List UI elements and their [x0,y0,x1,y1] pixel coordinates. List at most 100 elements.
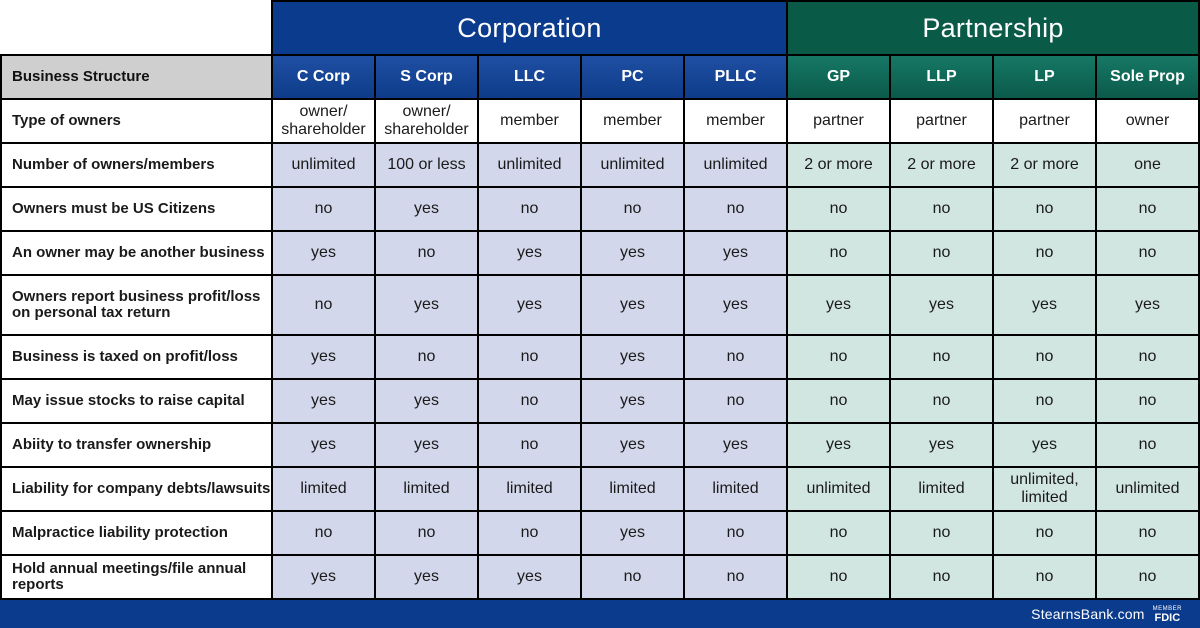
table-cell: yes [788,424,891,468]
table-cell: no [479,512,582,556]
row-label: Type of owners [0,100,273,144]
row-label: Business is taxed on profit/loss [0,336,273,380]
column-header-sole-prop: Sole Prop [1097,56,1200,100]
table-cell: yes [582,424,685,468]
table-cell: no [273,512,376,556]
table-cell: no [891,336,994,380]
table-cell: no [891,188,994,232]
table-cell: limited [582,468,685,512]
table-cell: yes [376,276,479,336]
table-cell: no [1097,424,1200,468]
table-cell: yes [479,232,582,276]
table-cell: yes [994,424,1097,468]
table-cell: no [994,380,1097,424]
table-cell: no [994,336,1097,380]
table-cell: no [479,336,582,380]
table-cell: yes [376,424,479,468]
table-cell: owner [1097,100,1200,144]
table-cell: yes [273,556,376,600]
table-cell: member [479,100,582,144]
table-cell: owner/ shareholder [273,100,376,144]
fdic-member-text: MEMBER [1152,605,1182,612]
row-label: May issue stocks to raise capital [0,380,273,424]
table-cell: unlimited [479,144,582,188]
row-label: Owners report business profit/loss on pe… [0,276,273,336]
table-cell: yes [273,336,376,380]
table-cell: no [582,556,685,600]
table-cell: yes [582,512,685,556]
column-header-s-corp: S Corp [376,56,479,100]
table-cell: partner [994,100,1097,144]
table-cell: member [582,100,685,144]
table-cell: 2 or more [994,144,1097,188]
table-cell: 100 or less [376,144,479,188]
table-cell: no [685,556,788,600]
table-cell: no [1097,556,1200,600]
column-header-pc: PC [582,56,685,100]
table-cell: no [685,336,788,380]
business-structure-header: Business Structure [0,56,273,100]
table-cell: no [994,556,1097,600]
table-cell: yes [376,380,479,424]
table-cell: no [788,380,891,424]
table-cell: partner [788,100,891,144]
table-cell: no [479,380,582,424]
row-label: Abiity to transfer ownership [0,424,273,468]
table-cell: no [1097,512,1200,556]
footer-bar: StearnsBank.com MEMBER FDIC [0,600,1200,628]
table-cell: yes [891,276,994,336]
table-cell: limited [891,468,994,512]
corporation-group-header: Corporation [273,0,788,56]
table-corner [0,0,273,56]
table-cell: yes [582,276,685,336]
table-cell: unlimited [685,144,788,188]
column-header-c-corp: C Corp [273,56,376,100]
table-cell: no [994,232,1097,276]
table-cell: unlimited [1097,468,1200,512]
table-cell: no [891,232,994,276]
table-cell: yes [376,556,479,600]
table-cell: yes [273,232,376,276]
row-label: Liability for company debts/lawsuits [0,468,273,512]
table-cell: no [685,512,788,556]
table-cell: partner [891,100,994,144]
fdic-text: FDIC [1154,611,1181,624]
table-cell: yes [1097,276,1200,336]
table-cell: no [788,232,891,276]
table-cell: no [582,188,685,232]
table-cell: no [479,424,582,468]
table-cell: no [891,556,994,600]
table-cell: no [685,380,788,424]
table-cell: no [376,232,479,276]
column-header-llp: LLP [891,56,994,100]
table-cell: no [788,188,891,232]
footer-site: StearnsBank.com [1031,606,1145,622]
table-cell: yes [788,276,891,336]
table-cell: no [1097,232,1200,276]
row-label: An owner may be another business [0,232,273,276]
table-cell: owner/ shareholder [376,100,479,144]
table-cell: yes [582,232,685,276]
row-label: Hold annual meetings/file annual reports [0,556,273,600]
column-header-pllc: PLLC [685,56,788,100]
table-cell: 2 or more [891,144,994,188]
table-cell: one [1097,144,1200,188]
table-cell: yes [582,380,685,424]
row-label: Owners must be US Citizens [0,188,273,232]
table-cell: yes [376,188,479,232]
table-cell: no [994,512,1097,556]
row-label: Malpractice liability protection [0,512,273,556]
table-cell: no [788,336,891,380]
table-cell: yes [273,424,376,468]
table-cell: no [1097,336,1200,380]
table-cell: no [376,512,479,556]
table-cell: no [891,380,994,424]
row-label: Number of owners/members [0,144,273,188]
table-cell: no [479,188,582,232]
table-cell: 2 or more [788,144,891,188]
table-cell: yes [685,232,788,276]
table-cell: yes [479,556,582,600]
comparison-table: Corporation Partnership Business Structu… [0,0,1200,600]
table-cell: yes [685,276,788,336]
table-cell: member [685,100,788,144]
